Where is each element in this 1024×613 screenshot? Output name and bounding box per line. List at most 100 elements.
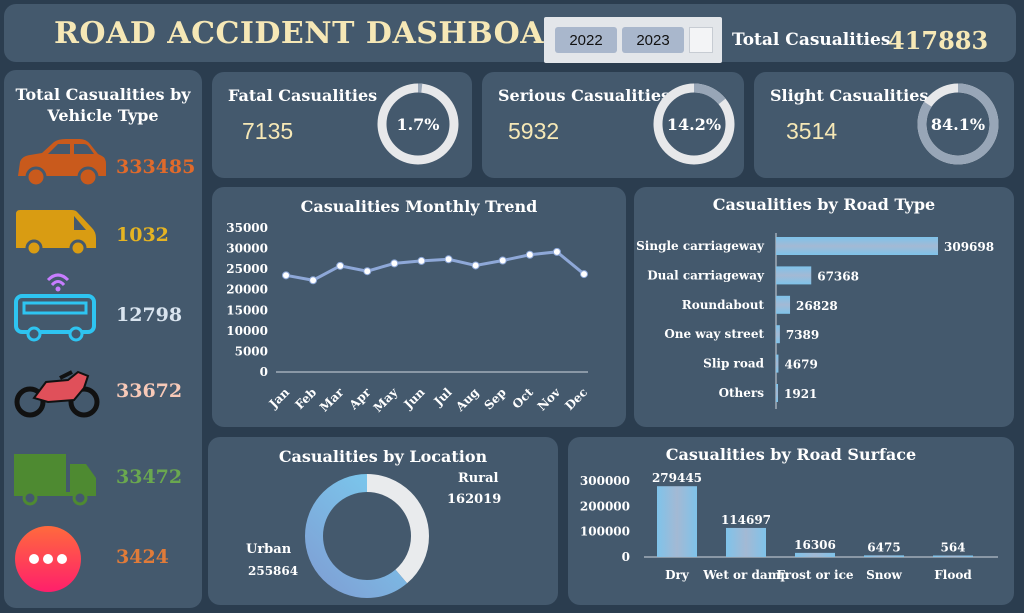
monthly-trend-panel: Casualities Monthly Trend 35000 30000 2500… [212, 187, 626, 427]
truck-icon [14, 454, 96, 506]
road-type-chart: Single carriageway 309698 Dual carriageway… [636, 233, 994, 409]
trend-point [390, 259, 399, 268]
location-slice-urban [305, 474, 429, 598]
kpi-value-serious: 5932 [508, 118, 560, 144]
location-chart: Rural 162019 Urban 255864 [246, 471, 501, 598]
road-type-category-label: Slip road [703, 357, 764, 371]
vehicle-value-others: 3424 [116, 546, 169, 568]
year-slicer[interactable]: 2022 2023 [544, 17, 722, 63]
trend-point [309, 276, 318, 285]
trend-xtick-label: Jul [431, 385, 455, 409]
vehicle-panel-title-line2: Vehicle Type [47, 106, 159, 125]
kpi-label-fatal: Fatal Casualities [228, 86, 378, 105]
road-type-category-label: Single carriageway [636, 239, 765, 253]
trend-point [471, 261, 480, 270]
trend-ytick-label: 10000 [226, 324, 268, 338]
kpi-label-serious: Serious Casualities [498, 86, 671, 105]
location-value-urban: 255864 [248, 564, 298, 578]
vehicle-panel-title-line1: Total Casualities by [15, 85, 191, 104]
trend-point [417, 256, 426, 265]
road-type-value-label: 1921 [784, 387, 817, 401]
surface-category-label: Dry [665, 568, 690, 582]
road-surface-chart: 300000 200000 100000 0 279445 Dry 114697 Wet or… [580, 471, 998, 582]
trend-ytick-label: 35000 [226, 221, 268, 235]
kpi-value-slight: 3514 [786, 118, 838, 144]
monthly-trend-chart: 35000 30000 25000 20000 15000 10000 5000 0 Jan Fe… [226, 221, 590, 415]
surface-value-label: 564 [940, 541, 965, 555]
trend-xtick-label: May [371, 384, 401, 414]
total-casualities-label: Total Casualities [732, 30, 891, 50]
trend-ytick-label: 30000 [226, 242, 268, 256]
road-type-value-label: 7389 [786, 328, 819, 342]
dashboard-title: ROAD ACCIDENT DASHBOARD [54, 16, 597, 51]
road-type-bar [776, 325, 780, 344]
kpi-pct-serious: 14.2% [667, 115, 721, 134]
location-title: Casualities by Location [278, 447, 488, 466]
kpi-ring-fatal: 1.7% [377, 83, 459, 165]
surface-category-label: Frost or ice [776, 568, 853, 582]
surface-bar [657, 486, 697, 557]
trend-point [282, 271, 290, 280]
trend-xtick-label: Apr [346, 385, 374, 413]
trend-point [580, 270, 588, 279]
location-label-rural: Rural [458, 471, 499, 486]
trend-point [498, 256, 507, 265]
vehicle-type-panel: Total Casualities by Vehicle Type 333485… [4, 70, 202, 608]
road-surface-panel: Casualities by Road Surface 300000 200000… [568, 437, 1014, 605]
road-type-title: Casualities by Road Type [712, 195, 936, 214]
kpi-card-fatal: Fatal Casualities 7135 1.7% [212, 72, 472, 178]
surface-ytick-label: 100000 [580, 525, 630, 539]
trend-ytick-label: 0 [260, 365, 268, 379]
surface-category-label: Wet or damp [702, 568, 789, 582]
kpi-card-slight: Slight Casualities 3514 84.1% [754, 72, 1014, 178]
road-type-value-label: 26828 [796, 299, 838, 313]
road-type-bar [776, 295, 791, 314]
surface-value-label: 279445 [652, 471, 702, 485]
surface-value-label: 114697 [721, 513, 771, 527]
road-type-category-label: Dual carriageway [647, 268, 765, 282]
trend-point [552, 247, 561, 256]
slicer-button-2022[interactable]: 2022 [555, 27, 617, 53]
kpi-ring-slight: 84.1% [917, 83, 999, 165]
trend-xtick-label: Sep [481, 385, 508, 412]
others-icon [15, 526, 81, 592]
header-bar: ROAD ACCIDENT DASHBOARD 2022 2023 Total … [4, 4, 1016, 63]
trend-ytick-label: 5000 [235, 344, 268, 358]
road-type-bar [776, 237, 938, 255]
road-type-value-label: 4679 [784, 358, 817, 372]
van-icon [16, 210, 96, 257]
trend-xtick-label: Jun [401, 385, 428, 412]
surface-bar [726, 527, 766, 557]
slicer-button-2023[interactable]: 2023 [622, 27, 684, 53]
trend-ytick-label: 15000 [226, 303, 268, 317]
road-type-value-label: 309698 [944, 240, 994, 254]
trend-xtick-label: Oct [510, 385, 537, 412]
vehicle-value-van: 1032 [116, 224, 169, 246]
kpi-label-slight: Slight Casualities [770, 86, 929, 105]
road-type-panel: Casualities by Road Type Single carriage… [634, 187, 1014, 427]
surface-ytick-label: 0 [622, 550, 630, 564]
surface-bar [864, 555, 904, 557]
road-type-bar [776, 384, 778, 402]
location-value-rural: 162019 [447, 492, 501, 507]
trend-point [363, 267, 372, 276]
trend-xtick-label: Aug [452, 385, 482, 415]
trend-xtick-label: Jan [266, 385, 292, 411]
surface-value-label: 6475 [867, 540, 900, 554]
slicer-clear-button[interactable] [689, 27, 713, 53]
trend-xtick-label: Dec [562, 385, 590, 413]
kpi-pct-fatal: 1.7% [396, 115, 439, 134]
kpi-value-fatal: 7135 [242, 118, 294, 144]
surface-category-label: Flood [934, 568, 972, 582]
surface-bar [795, 552, 835, 557]
vehicle-value-motorbike: 33672 [116, 380, 183, 402]
road-type-category-label: Roundabout [682, 298, 765, 312]
trend-point [336, 261, 345, 270]
kpi-pct-slight: 84.1% [931, 115, 985, 134]
surface-value-label: 16306 [794, 538, 836, 552]
road-type-category-label: One way street [664, 327, 764, 341]
road-type-bar [776, 354, 779, 373]
road-type-value-label: 67368 [817, 269, 859, 283]
location-label-urban: Urban [246, 542, 292, 557]
motorbike-icon [14, 370, 100, 418]
